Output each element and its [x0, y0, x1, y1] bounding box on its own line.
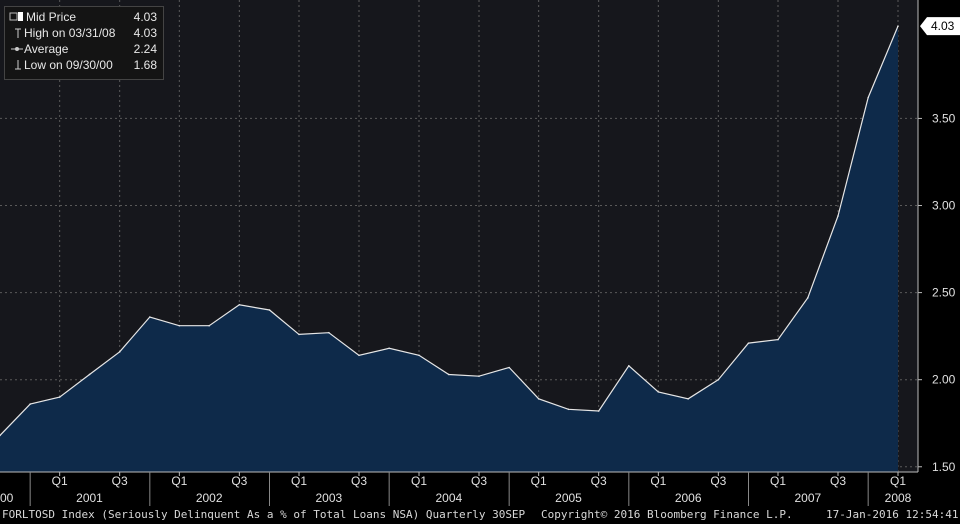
last-value-box — [920, 17, 960, 36]
x-tick-label: Q3 — [471, 474, 487, 488]
legend-row-average: Average 2.24 — [5, 41, 163, 57]
data-point — [298, 333, 300, 336]
y-tick-label: 2.50 — [932, 286, 956, 300]
data-point — [29, 403, 31, 405]
x-year-label: 2003 — [315, 491, 342, 505]
area-fill — [0, 26, 898, 472]
x-tick-label: Q3 — [112, 474, 128, 488]
data-points — [0, 25, 899, 437]
x-tick-label: Q3 — [591, 474, 607, 488]
y-tick-label: 2.00 — [932, 373, 956, 387]
legend-label: Mid Price — [26, 10, 77, 24]
legend-row-low: Low on 09/30/00 1.68 — [5, 57, 163, 73]
x-year-label: 2001 — [76, 491, 103, 505]
data-point — [867, 96, 869, 99]
index-description: FORLTOSD Index (Seriously Delinquent As … — [2, 508, 526, 521]
y-tick-label: 1.50 — [932, 460, 956, 474]
average-marker-icon — [11, 47, 23, 51]
data-point — [178, 324, 181, 327]
legend-label: High on 03/31/08 — [24, 26, 116, 40]
legend-value: 4.03 — [133, 26, 157, 40]
data-point — [567, 408, 570, 411]
checkbox-square-icon[interactable] — [9, 9, 23, 25]
x-year-label: 2007 — [794, 491, 821, 505]
high-marker-icon — [15, 28, 21, 38]
x-tick-label: Q3 — [830, 474, 846, 488]
legend-row-high: High on 03/31/08 4.03 — [5, 25, 163, 41]
legend-value: 2.24 — [133, 42, 157, 56]
low-marker-icon — [15, 60, 21, 70]
data-point — [208, 324, 210, 327]
x-tick-label: Q1 — [291, 474, 307, 488]
data-point — [897, 25, 899, 27]
x-tick-label: Q1 — [650, 474, 666, 488]
data-point — [537, 398, 540, 400]
y-axis: 1.50 2.00 2.50 3.00 3.50 — [917, 0, 956, 474]
y-tick-label: 3.50 — [932, 111, 956, 125]
x-tick-label: Q3 — [710, 474, 726, 488]
data-point — [777, 338, 779, 341]
x-year-label: 2006 — [675, 491, 702, 505]
x-tick-label: Q1 — [890, 474, 906, 488]
data-point — [687, 398, 689, 400]
legend: Mid Price 4.03 High on 03/31/08 4.03 Ave… — [4, 6, 164, 80]
data-point — [58, 396, 61, 398]
legend-value: 1.68 — [133, 58, 157, 72]
last-value-label: 4.03 — [931, 19, 955, 33]
timestamp: 17-Jan-2016 12:54:41 — [826, 508, 959, 521]
data-point — [0, 434, 1, 437]
x-tick-label: Q1 — [770, 474, 786, 488]
x-tick-label: Q3 — [231, 474, 247, 488]
data-point — [149, 316, 151, 318]
footer: FORLTOSD Index (Seriously Delinquent As … — [0, 506, 960, 524]
data-point — [88, 373, 91, 376]
data-point — [747, 342, 750, 344]
x-tick-label: Q3 — [351, 474, 367, 488]
data-point — [448, 373, 450, 376]
x-tick-label: Q1 — [171, 474, 187, 488]
data-point — [328, 331, 330, 334]
x-year-label: 2008 — [885, 491, 912, 505]
data-point — [628, 364, 630, 367]
data-point — [358, 354, 360, 357]
data-point — [418, 354, 420, 357]
x-tick-label: Q1 — [531, 474, 547, 488]
x-year-label: 2004 — [435, 491, 462, 505]
x-axis: Q1 Q3 Q1 Q3 Q1 Q3 Q1 Q3 Q1 Q3 Q1 Q3 Q1 Q3 Q1 2000 2001 20… — [0, 471, 918, 506]
x-tick-label: Q1 — [52, 474, 68, 488]
data-point — [478, 375, 480, 378]
legend-label: Average — [24, 42, 69, 56]
legend-label: Low on 09/30/00 — [24, 58, 113, 72]
data-point — [388, 347, 390, 350]
x-year-label: 2005 — [555, 491, 582, 505]
y-tick-label: 3.00 — [932, 199, 956, 213]
last-value-marker: 4.03 — [920, 17, 960, 36]
legend-row-mid-price: Mid Price 4.03 — [5, 9, 163, 25]
data-point — [837, 215, 839, 217]
data-point — [807, 297, 809, 299]
data-point — [118, 351, 121, 353]
legend-value: 4.03 — [133, 10, 157, 24]
x-tick-label: Q1 — [411, 474, 427, 488]
data-point — [238, 303, 241, 306]
x-year-label: 2000 — [0, 491, 14, 505]
data-point — [597, 410, 600, 412]
copyright: Copyright© 2016 Bloomberg Finance L.P. — [541, 508, 793, 521]
data-point — [657, 391, 660, 393]
data-point — [508, 366, 510, 369]
data-point — [717, 378, 720, 381]
data-point — [268, 309, 271, 311]
x-year-label: 2002 — [196, 491, 223, 505]
